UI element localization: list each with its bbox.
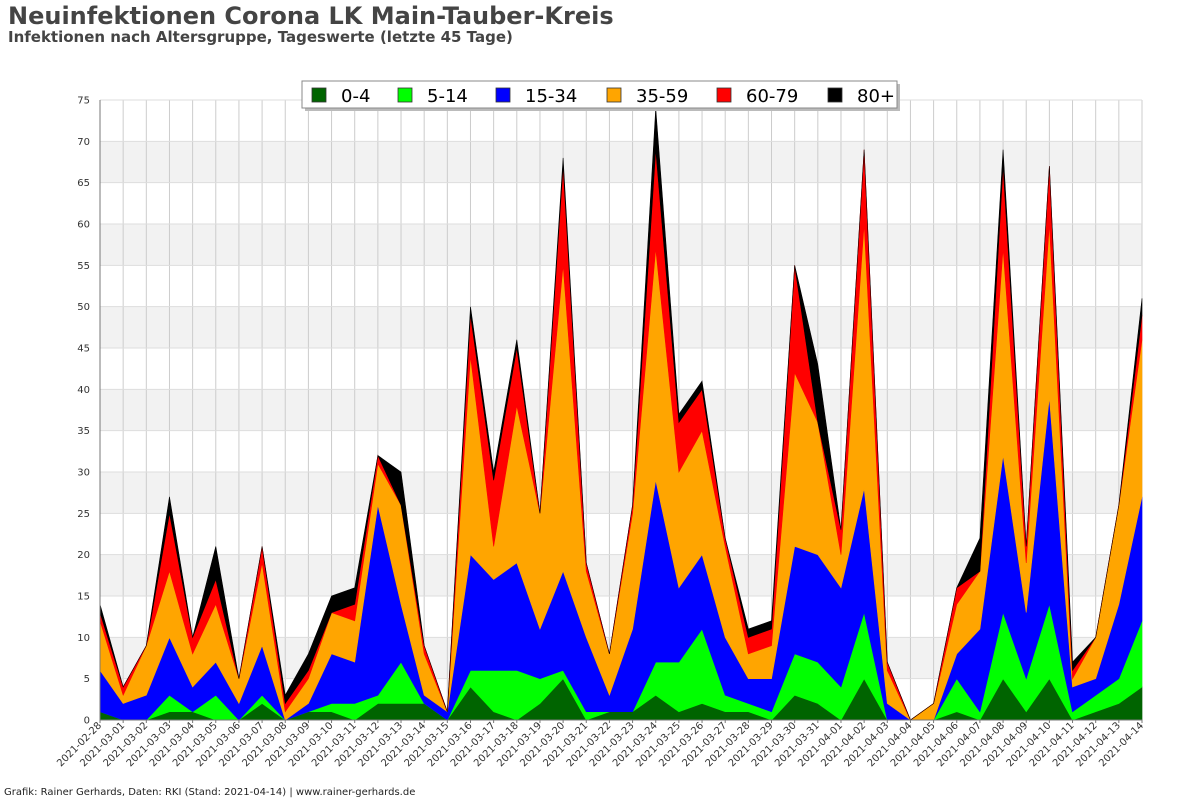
y-tick-label: 5 [84, 674, 90, 685]
y-tick-label: 45 [77, 344, 90, 355]
legend-box [301, 80, 898, 109]
y-tick-label: 10 [77, 633, 90, 644]
y-tick-label: 35 [77, 426, 90, 437]
background-band [100, 306, 1142, 348]
legend-swatch-60-79 [716, 87, 732, 103]
background-band [100, 472, 1142, 514]
background-band [100, 389, 1142, 431]
x-axis-ticks: 2021-02-282021-03-012021-03-022021-03-03… [55, 720, 1146, 769]
legend-swatch-5-14 [397, 87, 413, 103]
y-tick-label: 0 [84, 716, 90, 727]
legend-swatch-35-59 [606, 87, 622, 103]
series-areas [99, 108, 1143, 721]
chart-title: Neuinfektionen Corona LK Main-Tauber-Kre… [8, 2, 614, 30]
axes [99, 100, 1142, 721]
y-tick-label: 65 [77, 178, 90, 189]
legend-label-60-79: 60-79 [746, 86, 798, 107]
legend-label-80+: 80+ [857, 86, 895, 107]
legend-label-5-14: 5-14 [427, 86, 468, 107]
y-tick-label: 40 [77, 385, 90, 396]
legend-swatch-15-34 [495, 87, 511, 103]
legend-swatch-0-4 [311, 87, 327, 103]
legend-label-0-4: 0-4 [341, 86, 370, 107]
background-band [100, 141, 1142, 183]
y-axis-ticks: 0 5 10 15 20 25 30 35 40 45 50 55 60 65 70 75 [77, 96, 90, 727]
legend: 0-4 5-14 15-34 35-59 60-79 80+ [301, 80, 900, 111]
y-tick-label: 60 [77, 220, 90, 231]
chart-subtitle: Infektionen nach Altersgruppe, Tageswert… [8, 28, 513, 46]
legend-label-15-34: 15-34 [525, 86, 577, 107]
y-tick-label: 15 [77, 592, 90, 603]
y-tick-label: 70 [77, 137, 90, 148]
y-tick-label: 25 [77, 509, 90, 520]
footer-credit: Grafik: Rainer Gerhards, Daten: RKI (Sta… [4, 787, 416, 798]
y-tick-label: 20 [77, 550, 90, 561]
legend-swatch-80+ [827, 87, 843, 103]
area-series-80+ [99, 108, 1143, 721]
y-tick-label: 30 [77, 468, 90, 479]
background-band [100, 224, 1142, 266]
legend-label-35-59: 35-59 [636, 86, 688, 107]
y-tick-label: 75 [77, 96, 90, 107]
y-tick-label: 55 [77, 261, 90, 272]
y-tick-label: 50 [77, 302, 90, 313]
